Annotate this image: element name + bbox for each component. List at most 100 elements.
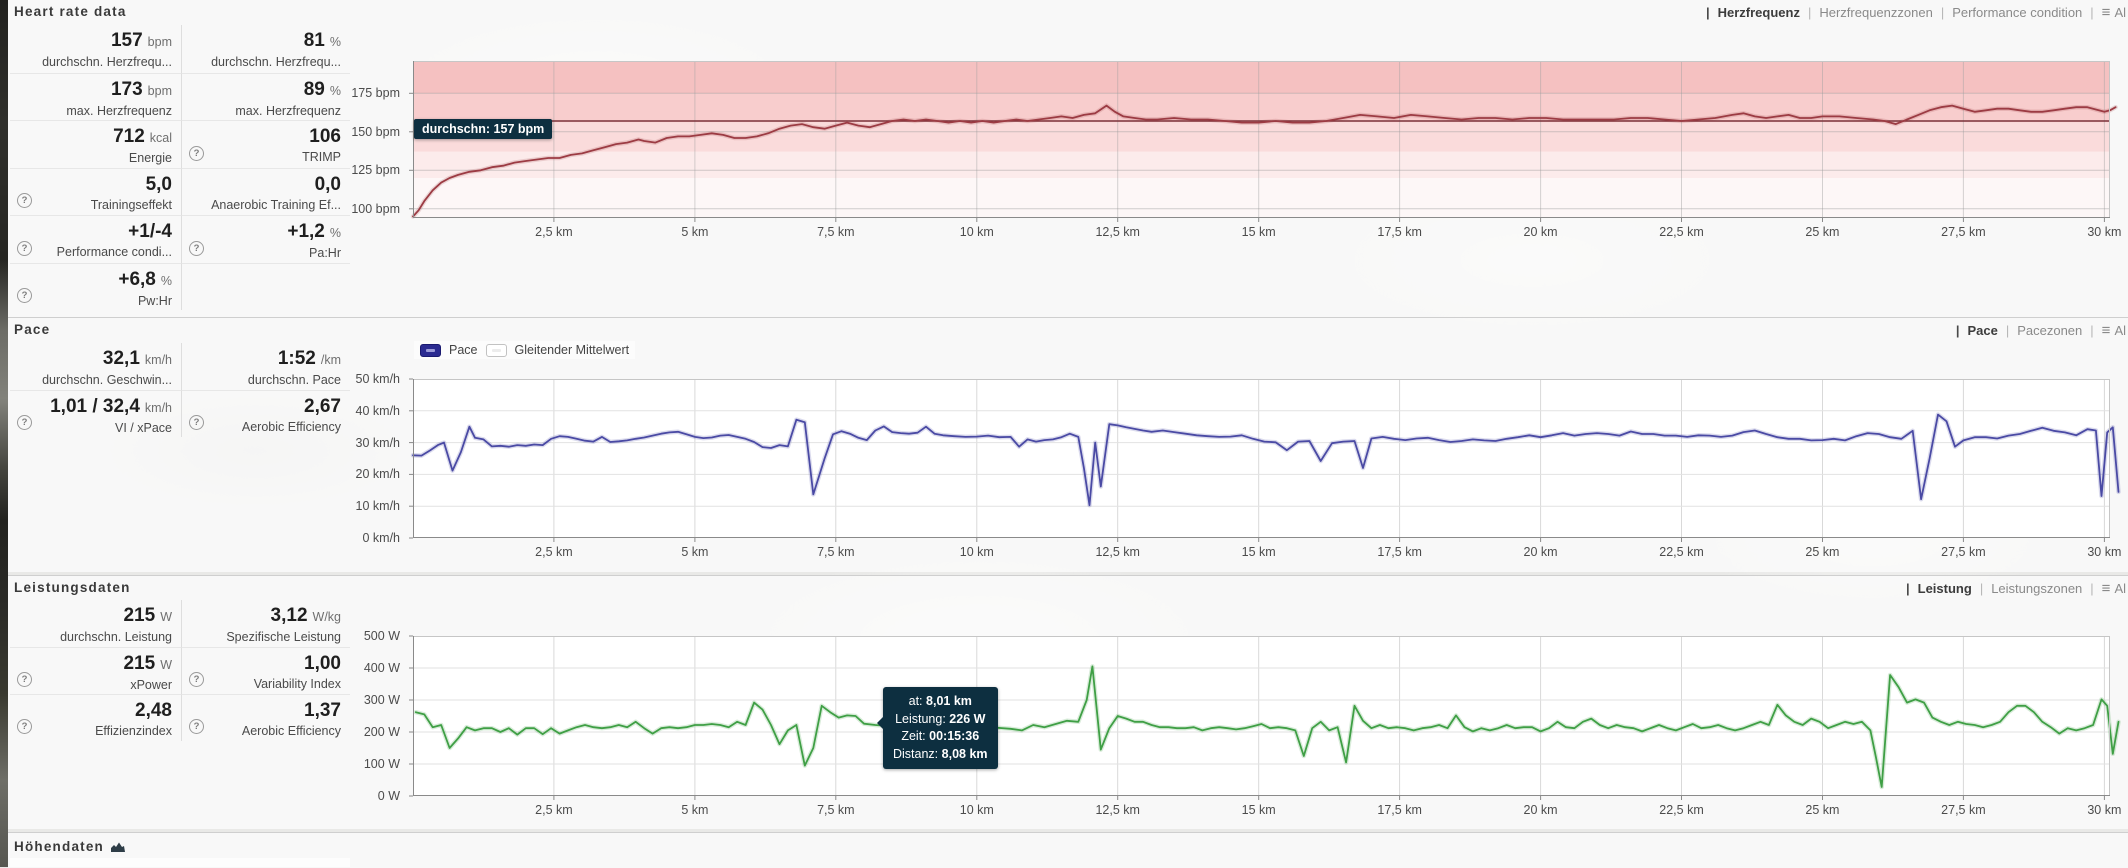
stat-label: durchschn. Geschwin...	[42, 373, 172, 387]
hr-chart-svg	[409, 61, 2118, 222]
y-tick-label: 50 km/h	[355, 372, 400, 386]
pace-series-swatch[interactable]	[420, 343, 441, 357]
y-tick-label: 500 W	[363, 629, 400, 643]
stat-unit: bpm	[147, 83, 172, 98]
y-tick-label: 100 W	[363, 757, 400, 771]
view-link-pacezonen[interactable]: Pacezonen	[2017, 323, 2083, 338]
stat-value: +6,8	[118, 268, 156, 290]
view-link-al[interactable]: ≡ Al	[2101, 4, 2126, 21]
stat-label: Effizienzindex	[95, 724, 172, 738]
pace-view-switcher: | Pace | Pacezonen | ≡ Al	[1948, 322, 2128, 339]
x-tick-label: 15 km	[1241, 225, 1276, 239]
x-tick-label: 7,5 km	[817, 225, 855, 239]
stat-label: durchschn. Leistung	[60, 630, 172, 644]
stat-unit: W/kg	[312, 610, 341, 624]
view-link-leistung[interactable]: Leistung	[1917, 581, 1972, 596]
stat-aerobic-efficiency: 2,67 Aerobic Efficiency?	[182, 390, 350, 437]
stat-unit: %	[329, 35, 341, 49]
x-tick-label: 25 km	[1805, 545, 1840, 559]
help-icon[interactable]: ?	[17, 240, 32, 256]
link-separator: |	[2090, 323, 2094, 338]
x-tick-label: 30 km	[2087, 225, 2122, 239]
help-icon[interactable]: ?	[17, 719, 32, 734]
x-tick-label: 25 km	[1805, 803, 1840, 817]
stat-energie: 712 kcal Energie	[10, 120, 182, 168]
x-tick-label: 20 km	[1523, 225, 1558, 239]
view-link-herzfrequenz[interactable]: Herzfrequenz	[1717, 5, 1800, 20]
tooltip-arrow	[877, 717, 883, 729]
stat-value: 32,1	[102, 348, 140, 369]
view-link-al[interactable]: ≡ Al	[2101, 580, 2126, 597]
stat-unit: W	[160, 658, 172, 672]
help-icon[interactable]: ?	[189, 719, 204, 734]
stat-durchschn-herzfrequ-: 81% durchschn. Herzfrequ...	[182, 25, 350, 73]
x-tick-label: 27,5 km	[1941, 545, 1986, 559]
x-tick-label: 15 km	[1241, 803, 1276, 817]
stat-unit: %	[160, 273, 172, 288]
pace-x-axis: 2,5 km 5 km 7,5 km 10 km 12,5 km 15 km 17,5 km…	[413, 544, 2121, 560]
heart-rate-view-switcher: | Herzfrequenz | Herzfrequenzzonen | Performa…	[1698, 4, 2128, 21]
stat-label: Trainingseffekt	[90, 197, 172, 212]
stat-variability-index: 1,00 Variability Index?	[182, 647, 350, 694]
x-tick-label: 2,5 km	[535, 545, 573, 559]
stat-pw:hr: +6,8% Pw:Hr?	[10, 262, 182, 310]
link-separator: |	[1940, 5, 1945, 20]
help-icon[interactable]: ?	[17, 193, 32, 208]
stat-value: +1/-4	[128, 221, 172, 242]
help-icon[interactable]: ?	[189, 240, 204, 256]
heart-rate-chart-plot[interactable]	[409, 61, 2118, 222]
stat-durchschn-geschwin-: 32,1 km/h durchschn. Geschwin...	[10, 343, 182, 390]
stat-label: Pw:Hr	[137, 293, 172, 308]
section-title-pace: Pace	[14, 322, 51, 337]
y-tick-label: 150 bpm	[351, 124, 400, 139]
help-icon[interactable]: ?	[189, 672, 204, 687]
stat-label: max. Herzfrequenz	[235, 103, 341, 118]
background-photo-strip	[0, 0, 8, 867]
help-icon[interactable]: ?	[189, 415, 204, 430]
stat-value: 89	[303, 78, 325, 100]
pace-chart-plot[interactable]	[409, 378, 2121, 542]
stat-unit: W	[160, 610, 172, 624]
view-link-herzfrequenzzonen[interactable]: Herzfrequenzzonen	[1819, 5, 1933, 20]
x-tick-label: 27,5 km	[1941, 803, 1986, 817]
y-tick-label: 10 km/h	[355, 499, 400, 514]
link-separator: |	[1955, 323, 1960, 338]
x-tick-label: 12,5 km	[1095, 803, 1140, 817]
link-separator: |	[1979, 581, 1984, 596]
section-title-power: Leistungsdaten	[14, 580, 131, 595]
pace-chart-svg	[409, 378, 2121, 542]
help-icon[interactable]: ?	[17, 288, 32, 303]
stat-label: durchschn. Herzfrequ...	[42, 55, 172, 69]
power-view-switcher: | Leistung | Leistungszonen | ≡ Al	[1898, 580, 2128, 597]
view-link-pace[interactable]: Pace	[1967, 323, 1998, 338]
x-tick-label: 5 km	[681, 545, 709, 559]
section-title-elevation: Höhendaten	[14, 839, 126, 854]
view-link-performance-condition[interactable]: Performance condition	[1952, 5, 2083, 20]
power-chart-plot[interactable]	[409, 635, 2121, 800]
stat-value: 106	[309, 126, 341, 147]
stat-effizienzindex: 2,48 Effizienzindex?	[10, 694, 182, 741]
stat-label: TRIMP	[302, 150, 341, 164]
view-link-al[interactable]: ≡ Al	[2101, 322, 2126, 339]
help-icon[interactable]: ?	[189, 145, 204, 161]
stat-label: Variability Index	[253, 677, 341, 691]
x-tick-label: 17,5 km	[1377, 225, 1422, 239]
help-icon[interactable]: ?	[17, 415, 32, 430]
view-link-leistungszonen[interactable]: Leistungszonen	[1991, 581, 2083, 596]
y-tick-label: 125 bpm	[351, 163, 400, 178]
stat-value: 1,00	[304, 653, 341, 674]
stat-label: durchschn. Pace	[247, 373, 341, 387]
heart-rate-stats-grid: 157 bpm durchschn. Herzfrequ... 81% durchsch…	[10, 25, 350, 310]
link-separator: |	[1705, 5, 1710, 20]
stat-aerobic-efficiency: 1,37 Aerobic Efficiency?	[182, 694, 350, 741]
x-tick-label: 2,5 km	[535, 225, 573, 239]
stat-label: Energie	[128, 151, 172, 165]
x-tick-label: 7,5 km	[817, 803, 855, 817]
stat-value: 81	[303, 30, 325, 51]
moving-average-swatch[interactable]	[485, 343, 507, 357]
help-icon[interactable]: ?	[17, 672, 32, 687]
link-separator: |	[1807, 5, 1812, 20]
menu-icon: ≡	[2101, 322, 2111, 339]
stat-value: 157	[110, 30, 143, 51]
stat-label: VI / xPace	[115, 421, 172, 435]
